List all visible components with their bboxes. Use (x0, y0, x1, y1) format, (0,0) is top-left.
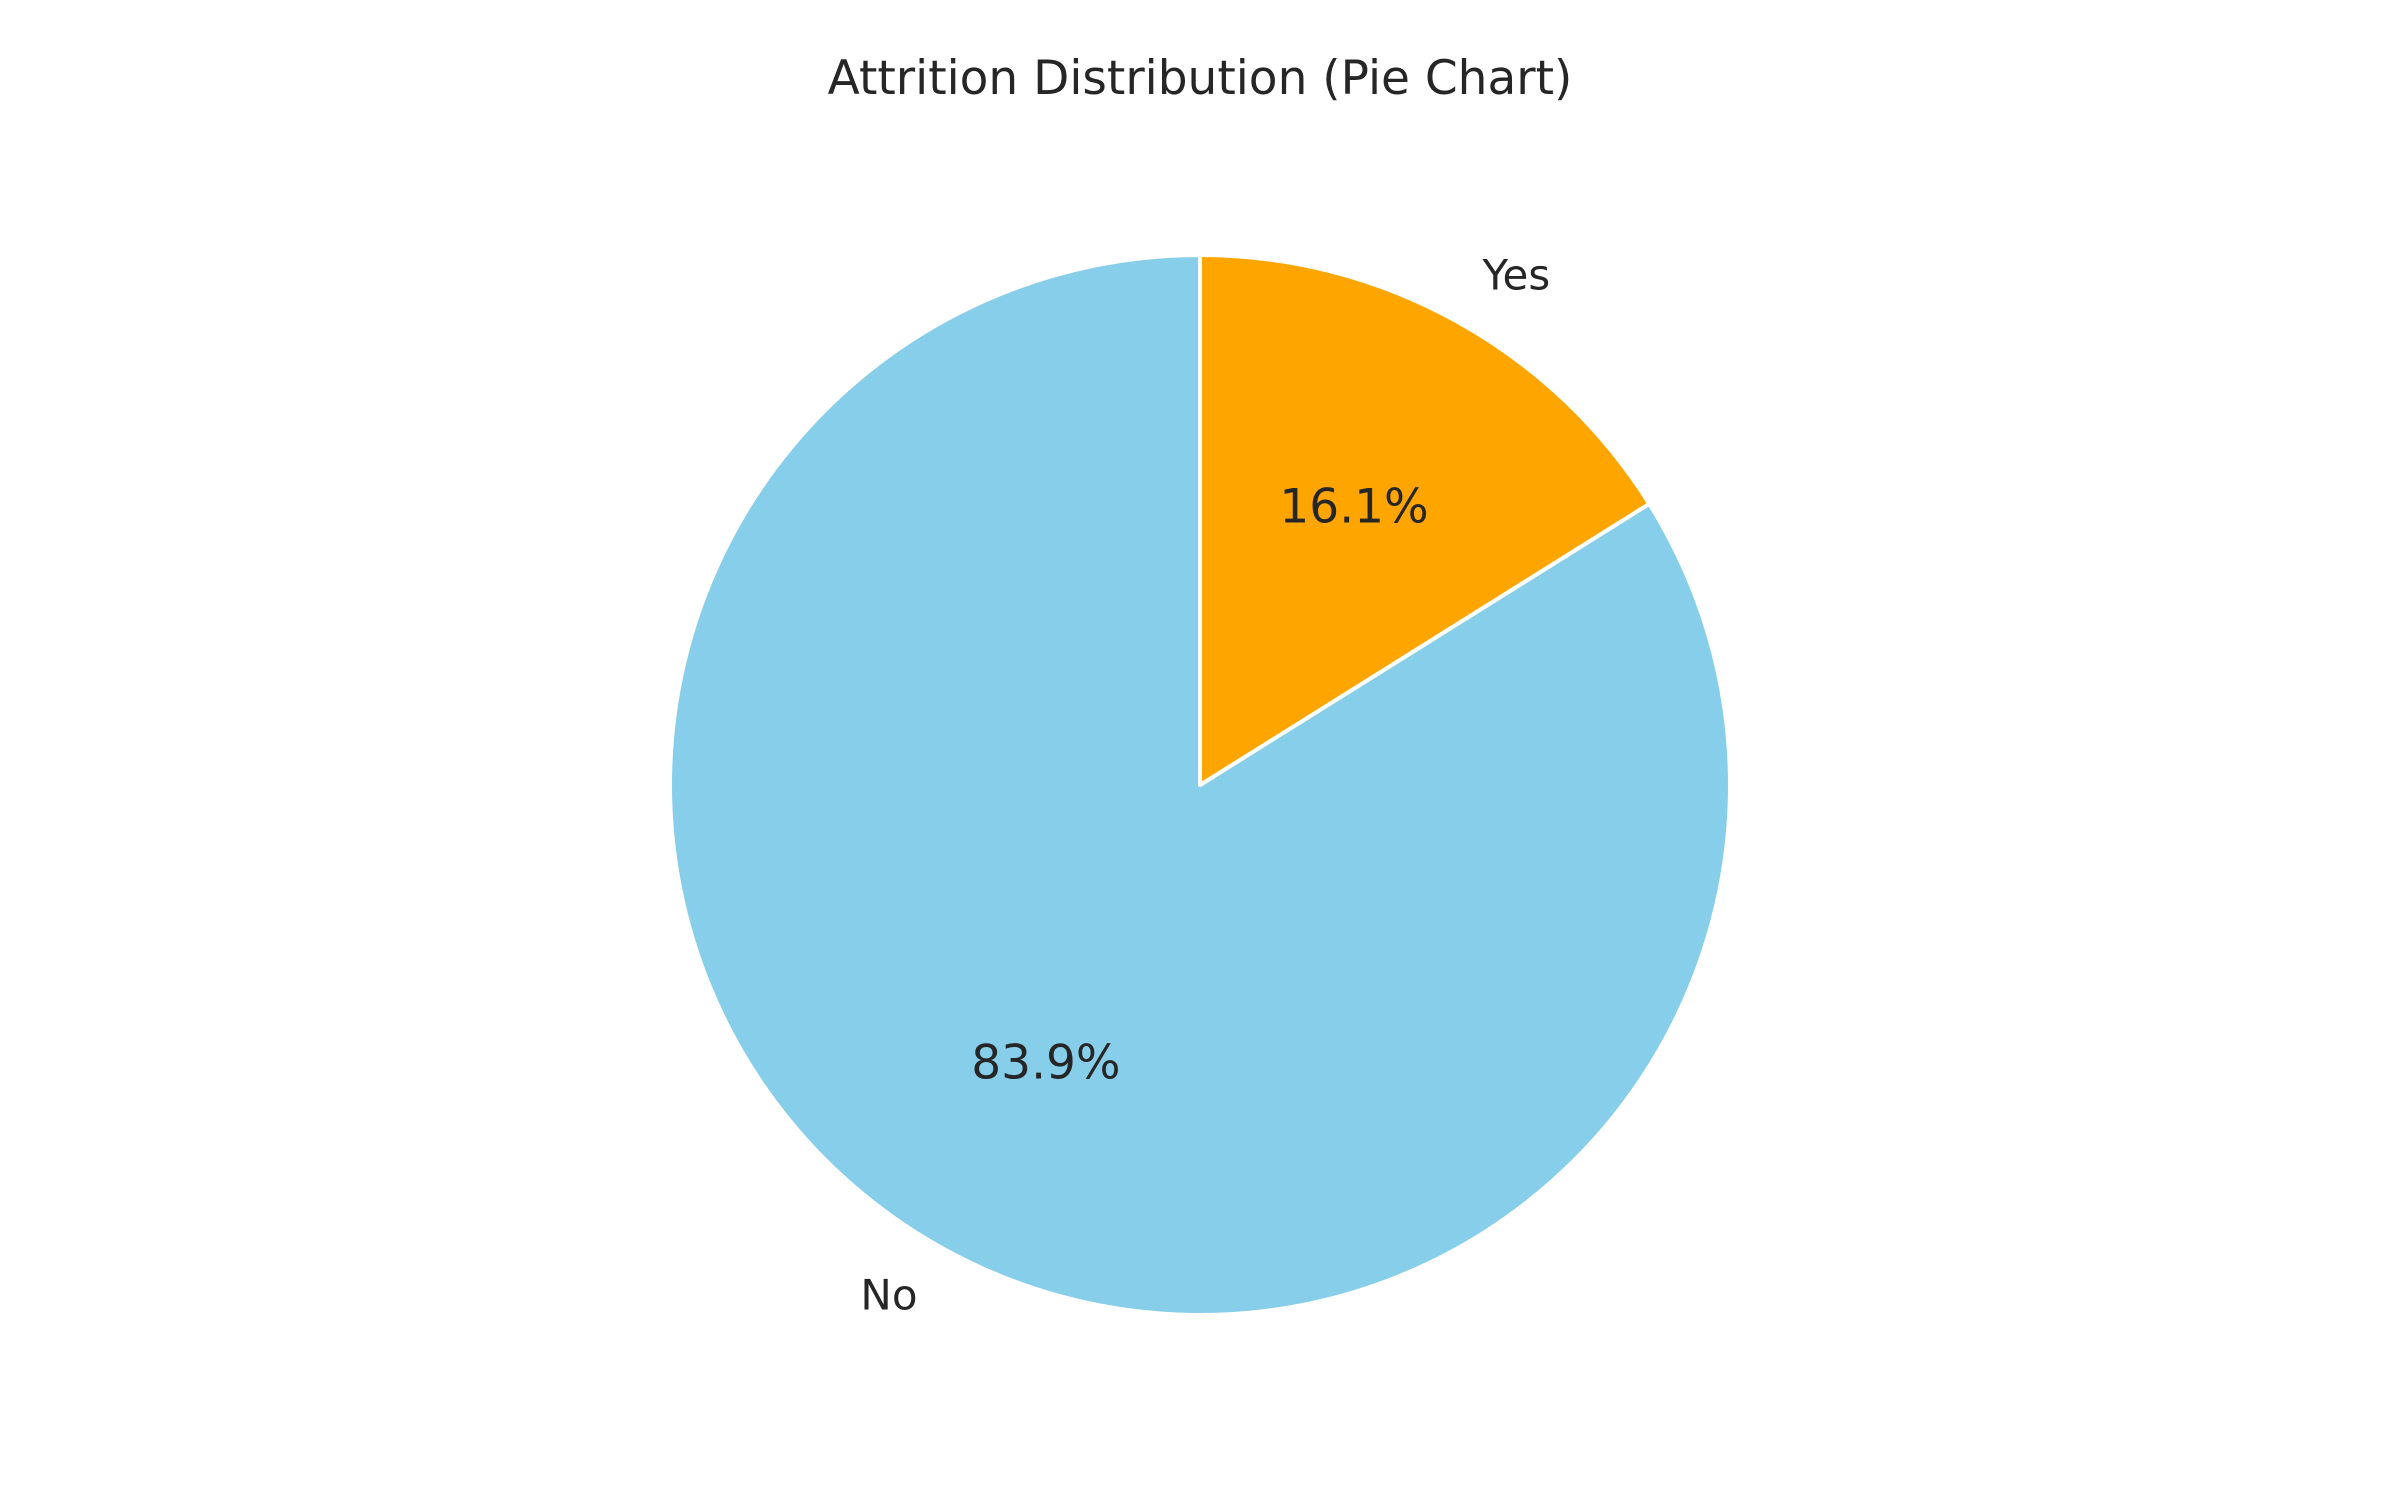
slice-label-no: No (860, 1271, 917, 1320)
pie-slice-yes (1198, 253, 1652, 787)
pie-slices (668, 253, 1732, 1317)
slice-percent-yes: 16.1% (1279, 479, 1428, 534)
pie-labels: No 83.9% Yes 16.1% (860, 250, 1550, 1319)
slice-label-yes: Yes (1481, 250, 1550, 299)
chart-title: Attrition Distribution (Pie Chart) (828, 51, 1573, 106)
slice-percent-no: 83.9% (971, 1036, 1120, 1091)
